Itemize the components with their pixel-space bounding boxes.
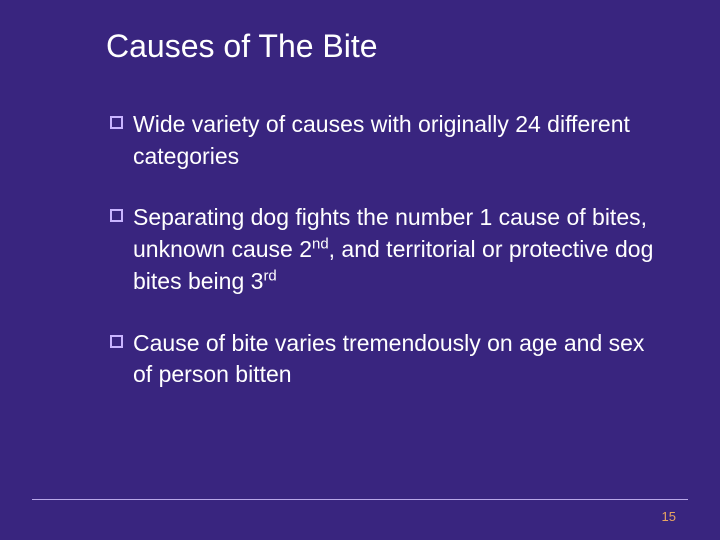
square-bullet-icon: [110, 209, 123, 222]
list-item: Wide variety of causes with originally 2…: [110, 109, 660, 172]
bullet-list: Wide variety of causes with originally 2…: [106, 109, 660, 391]
divider-line: [32, 499, 688, 500]
bullet-text: Wide variety of causes with originally 2…: [133, 109, 660, 172]
square-bullet-icon: [110, 116, 123, 129]
bullet-text: Cause of bite varies tremendously on age…: [133, 328, 660, 391]
page-number: 15: [662, 509, 676, 524]
list-item: Separating dog fights the number 1 cause…: [110, 202, 660, 297]
square-bullet-icon: [110, 335, 123, 348]
slide-title: Causes of The Bite: [106, 28, 660, 65]
bullet-text: Separating dog fights the number 1 cause…: [133, 202, 660, 297]
list-item: Cause of bite varies tremendously on age…: [110, 328, 660, 391]
slide: Causes of The Bite Wide variety of cause…: [0, 0, 720, 540]
